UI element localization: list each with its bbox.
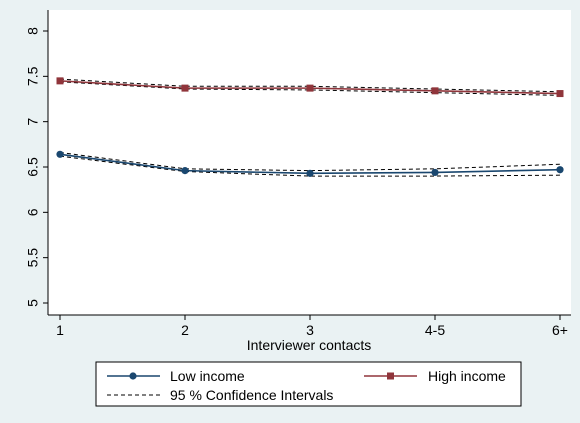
- data-point-high-income: [431, 87, 439, 95]
- data-point-high-income: [306, 84, 314, 92]
- ci-upper-high-income: [59, 78, 561, 93]
- legend-label-low-income: Low income: [170, 368, 245, 384]
- data-point-low-income: [56, 150, 64, 158]
- x-tick-label: 4-5: [425, 322, 445, 338]
- legend-item-low-income: Low income: [107, 368, 245, 384]
- ci-lower-high-income: [59, 81, 561, 96]
- x-tick-label: 1: [56, 322, 64, 338]
- data-point-low-income: [556, 166, 564, 174]
- x-axis-label: Interviewer contacts: [247, 337, 372, 353]
- y-axis-ticks: 5 5.5 6 6.5 7 7.5 8: [25, 27, 48, 307]
- y-tick-label: 8: [25, 27, 41, 35]
- x-tick-label: 2: [181, 322, 189, 338]
- legend-item-confidence-intervals: 95 % Confidence Intervals: [107, 387, 333, 403]
- x-tick-label: 6+: [552, 322, 568, 338]
- ci-upper-low-income: [59, 151, 561, 172]
- y-tick-label: 5: [25, 299, 41, 307]
- y-tick-label: 5.5: [25, 248, 41, 268]
- legend-marker-low-income: [129, 372, 137, 380]
- x-axis-ticks: 1 2 3 4-5 6+: [56, 315, 568, 338]
- y-tick-label: 6.5: [25, 157, 41, 177]
- legend-label-confidence-intervals: 95 % Confidence Intervals: [170, 387, 333, 403]
- data-point-high-income: [56, 77, 64, 85]
- legend-item-high-income: High income: [364, 368, 506, 384]
- confidence-interval-lines: [59, 78, 561, 177]
- data-point-high-income: [181, 84, 189, 92]
- legend-box: [95, 361, 522, 407]
- legend-label-high-income: High income: [428, 368, 506, 384]
- y-tick-label: 7: [25, 118, 41, 126]
- data-point-low-income: [431, 168, 439, 177]
- y-tick-label: 6: [25, 208, 41, 216]
- x-tick-label: 3: [306, 322, 314, 338]
- legend-marker-high-income: [387, 372, 394, 380]
- data-point-high-income: [556, 90, 564, 98]
- plot-area: [48, 10, 571, 315]
- data-point-low-income: [306, 169, 314, 177]
- series-markers: [56, 77, 564, 177]
- data-point-low-income: [181, 167, 189, 175]
- y-tick-label: 7.5: [25, 66, 41, 86]
